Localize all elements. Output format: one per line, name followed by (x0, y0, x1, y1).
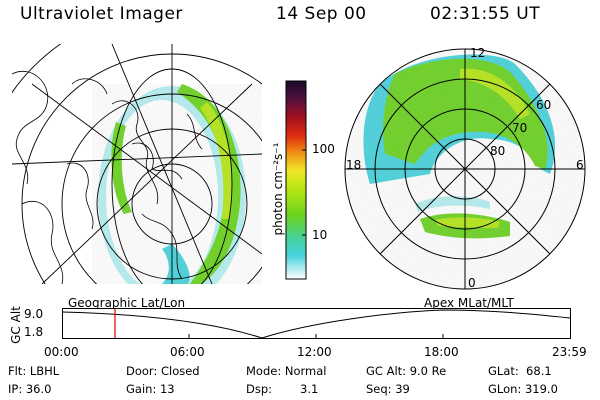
polar-lat-80: 80 (490, 144, 506, 158)
polar-lat-60: 60 (536, 98, 552, 112)
dsp-info-label: Dsp: (246, 382, 273, 396)
door-info: Door: Closed (126, 364, 200, 378)
gc-alt-info: GC Alt: 9.0 Re (366, 364, 447, 378)
glat-info: GLat: 68.1 (488, 364, 552, 378)
dsp-info-value: 3.1 (300, 382, 319, 396)
colorbar-tick-100: 100 (312, 142, 335, 156)
altitude-timeline (62, 308, 571, 339)
x-tick-1200: 12:00 (297, 345, 332, 359)
apex-label: Apex MLat/MLT (424, 296, 514, 310)
colorbar-unit-label: photon cm⁻²s⁻¹ (271, 142, 285, 236)
x-tick-0000: 00:00 (44, 345, 79, 359)
polar-plot (344, 48, 586, 290)
x-tick-1800: 18:00 (424, 345, 459, 359)
polar-mlt-6: 6 (576, 158, 584, 172)
filter-info: Flt: LBHL (8, 364, 60, 378)
colorbar-tick-10: 10 (312, 228, 328, 242)
altitude-curve (62, 309, 571, 339)
colorbar (285, 80, 307, 280)
ip-info: IP: 36.0 (8, 382, 52, 396)
polar-mlt-18: 18 (346, 158, 362, 172)
y-tick-1-8: 1.8 (24, 325, 44, 339)
polar-lat-70: 70 (512, 121, 528, 135)
y-tick-9: 9.0 (24, 307, 44, 321)
x-tick-0600: 06:00 (170, 345, 205, 359)
glon-info: GLon: 319.0 (488, 382, 558, 396)
gain-info: Gain: 13 (126, 382, 175, 396)
polar-mlt-12: 12 (470, 46, 486, 60)
time-label: 02:31:55 UT (430, 4, 541, 24)
mode-info: Mode: Normal (246, 364, 327, 378)
polar-mlt-0: 0 (468, 276, 476, 290)
app-title: Ultraviolet Imager (20, 4, 183, 24)
seq-info: Seq: 39 (366, 382, 410, 396)
gc-alt-axis-label: GC Alt (9, 306, 23, 344)
geographic-image (12, 44, 262, 284)
geographic-label: Geographic Lat/Lon (68, 296, 186, 310)
x-tick-2359: 23:59 (552, 345, 587, 359)
date-label: 14 Sep 00 (276, 4, 367, 24)
